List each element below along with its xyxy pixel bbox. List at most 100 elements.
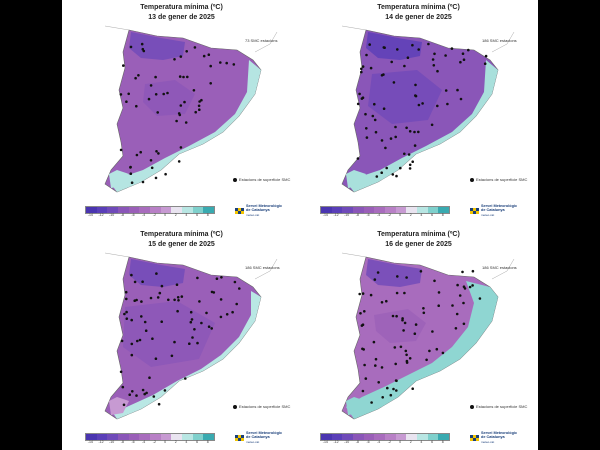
color-scale-tick: 6 (196, 213, 199, 217)
station-marker (134, 76, 137, 80)
central-cold-zone (123, 301, 215, 367)
station-marker (403, 321, 407, 325)
station-marker (137, 74, 140, 77)
station-marker (156, 296, 160, 299)
station-marker (433, 52, 436, 56)
station-marker (369, 66, 373, 70)
station-marker (122, 403, 126, 407)
station-marker (164, 172, 167, 176)
smc-logo: Servei Meteorològic de Catalunya meteo.c… (235, 204, 282, 217)
station-marker (417, 48, 420, 51)
station-marker (361, 65, 365, 68)
station-marker (407, 153, 411, 156)
station-marker (196, 341, 199, 345)
station-marker (478, 297, 482, 300)
color-scale-step (182, 434, 193, 440)
station-marker (124, 290, 128, 294)
station-marker (209, 82, 212, 85)
station-marker (422, 311, 426, 315)
station-marker (141, 47, 145, 51)
color-scale-tick: 6 (431, 440, 434, 444)
color-scale-step (374, 207, 386, 213)
station-marker (419, 270, 423, 273)
color-scale-tick: 8 (441, 440, 444, 444)
smc-logo-mark (235, 207, 244, 214)
station-marker (202, 54, 206, 58)
station-marker (162, 92, 165, 96)
station-marker (441, 351, 445, 355)
stations-count: 186 SMC estacions (482, 38, 517, 43)
france-border (341, 25, 515, 53)
station-marker (361, 389, 365, 393)
station-marker (385, 299, 388, 303)
station-marker (382, 107, 386, 110)
station-marker (459, 60, 462, 64)
station-marker (130, 318, 133, 322)
delta-ebre (109, 397, 129, 415)
station-marker (361, 347, 364, 351)
color-scale-step (96, 207, 108, 213)
station-marker (177, 299, 180, 302)
station-marker (444, 54, 447, 57)
smc-logo: Servei Meteorològic de Catalunya meteo.c… (235, 431, 282, 444)
station-marker (394, 362, 397, 366)
station-marker (456, 283, 459, 287)
station-marker (130, 342, 134, 346)
color-scale-step (427, 434, 439, 440)
color-scale-tick: -14 (322, 213, 328, 217)
color-scale-tick: -14 (87, 440, 93, 444)
station-marker (389, 137, 393, 140)
station-points (358, 269, 482, 404)
color-scale-tick: 6 (431, 213, 434, 217)
map-panel: Temperatura mínima (ºC) 13 de gener de 2… (65, 0, 298, 223)
color-scale-tick: -2 (152, 440, 156, 444)
station-marker (177, 160, 181, 163)
color-scale-step (107, 207, 119, 213)
station-marker (396, 275, 399, 278)
station-marker (365, 136, 369, 139)
station-marker (395, 174, 398, 178)
station-marker (179, 55, 183, 58)
station-marker (175, 283, 179, 286)
station-marker (384, 146, 387, 150)
station-marker (167, 298, 170, 302)
legend-note: Estacions de superfície SMC (233, 177, 290, 182)
station-marker (382, 46, 386, 49)
station-marker (399, 166, 402, 170)
color-scale-tick: 0 (164, 440, 167, 444)
station-marker (393, 346, 397, 349)
station-marker (436, 104, 439, 108)
station-marker (395, 314, 398, 318)
station-marker (373, 118, 377, 122)
color-scale-step (182, 207, 193, 213)
station-marker (404, 349, 408, 353)
color-scale-step (86, 434, 97, 440)
color-scale-tick: 4 (420, 440, 423, 444)
station-marker (428, 349, 431, 353)
panel-date: 13 de gener de 2025 (148, 14, 215, 21)
station-marker (233, 280, 237, 284)
station-marker (433, 279, 436, 283)
color-scale-tick: 0 (399, 440, 402, 444)
station-marker (154, 357, 158, 360)
station-marker (405, 353, 408, 357)
station-marker (380, 366, 384, 369)
station-marker (359, 312, 362, 315)
color-scale-tick: -6 (366, 213, 370, 217)
station-marker (129, 166, 132, 169)
station-marker (364, 377, 368, 380)
color-scale-step (342, 207, 354, 213)
central-cold-zone (368, 70, 442, 124)
stations-count: 186 SMC estacions (482, 265, 517, 270)
station-marker (456, 88, 459, 92)
station-marker (385, 166, 388, 170)
station-marker (219, 61, 222, 64)
station-marker (170, 354, 174, 358)
station-marker (235, 302, 238, 306)
station-marker (391, 314, 395, 318)
map-panel: Temperatura mínima (ºC) 14 de gener de 2… (302, 0, 535, 223)
color-scale-step (96, 434, 108, 440)
color-scale-tick: 6 (196, 440, 199, 444)
station-marker (380, 171, 383, 174)
smc-logo: Servei Meteorològic de Catalunya meteo.c… (470, 204, 517, 217)
